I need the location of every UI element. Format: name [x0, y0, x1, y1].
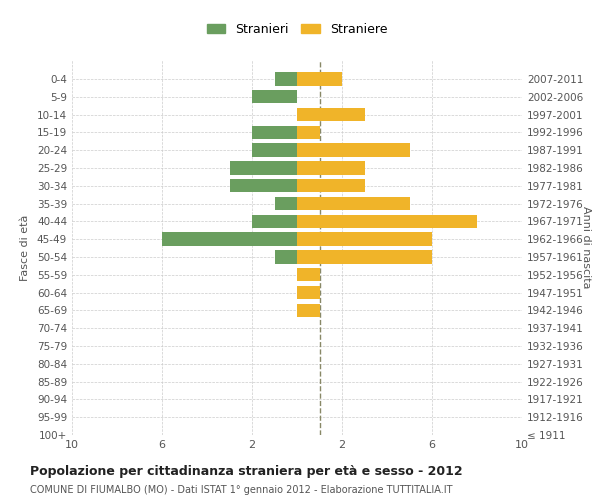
Bar [297, 72, 342, 86]
Bar [252, 214, 297, 228]
Bar [297, 179, 365, 192]
Legend: Stranieri, Straniere: Stranieri, Straniere [202, 18, 392, 40]
Bar [162, 232, 297, 246]
Bar [297, 144, 409, 157]
Bar [297, 268, 320, 281]
Bar [275, 197, 297, 210]
Bar [297, 304, 320, 317]
Bar [297, 232, 432, 246]
Bar [297, 214, 477, 228]
Bar [297, 126, 320, 139]
Bar [275, 72, 297, 86]
Text: Popolazione per cittadinanza straniera per età e sesso - 2012: Popolazione per cittadinanza straniera p… [30, 465, 463, 478]
Bar [297, 162, 365, 174]
Bar [252, 126, 297, 139]
Bar [229, 162, 297, 174]
Bar [297, 286, 320, 299]
Bar [252, 144, 297, 157]
Bar [297, 108, 365, 121]
Bar [252, 90, 297, 104]
Bar [275, 250, 297, 264]
Bar [297, 250, 432, 264]
Y-axis label: Anni di nascita: Anni di nascita [581, 206, 590, 289]
Y-axis label: Fasce di età: Fasce di età [20, 214, 30, 280]
Text: COMUNE DI FIUMALBO (MO) - Dati ISTAT 1° gennaio 2012 - Elaborazione TUTTITALIA.I: COMUNE DI FIUMALBO (MO) - Dati ISTAT 1° … [30, 485, 452, 495]
Bar [297, 197, 409, 210]
Bar [229, 179, 297, 192]
